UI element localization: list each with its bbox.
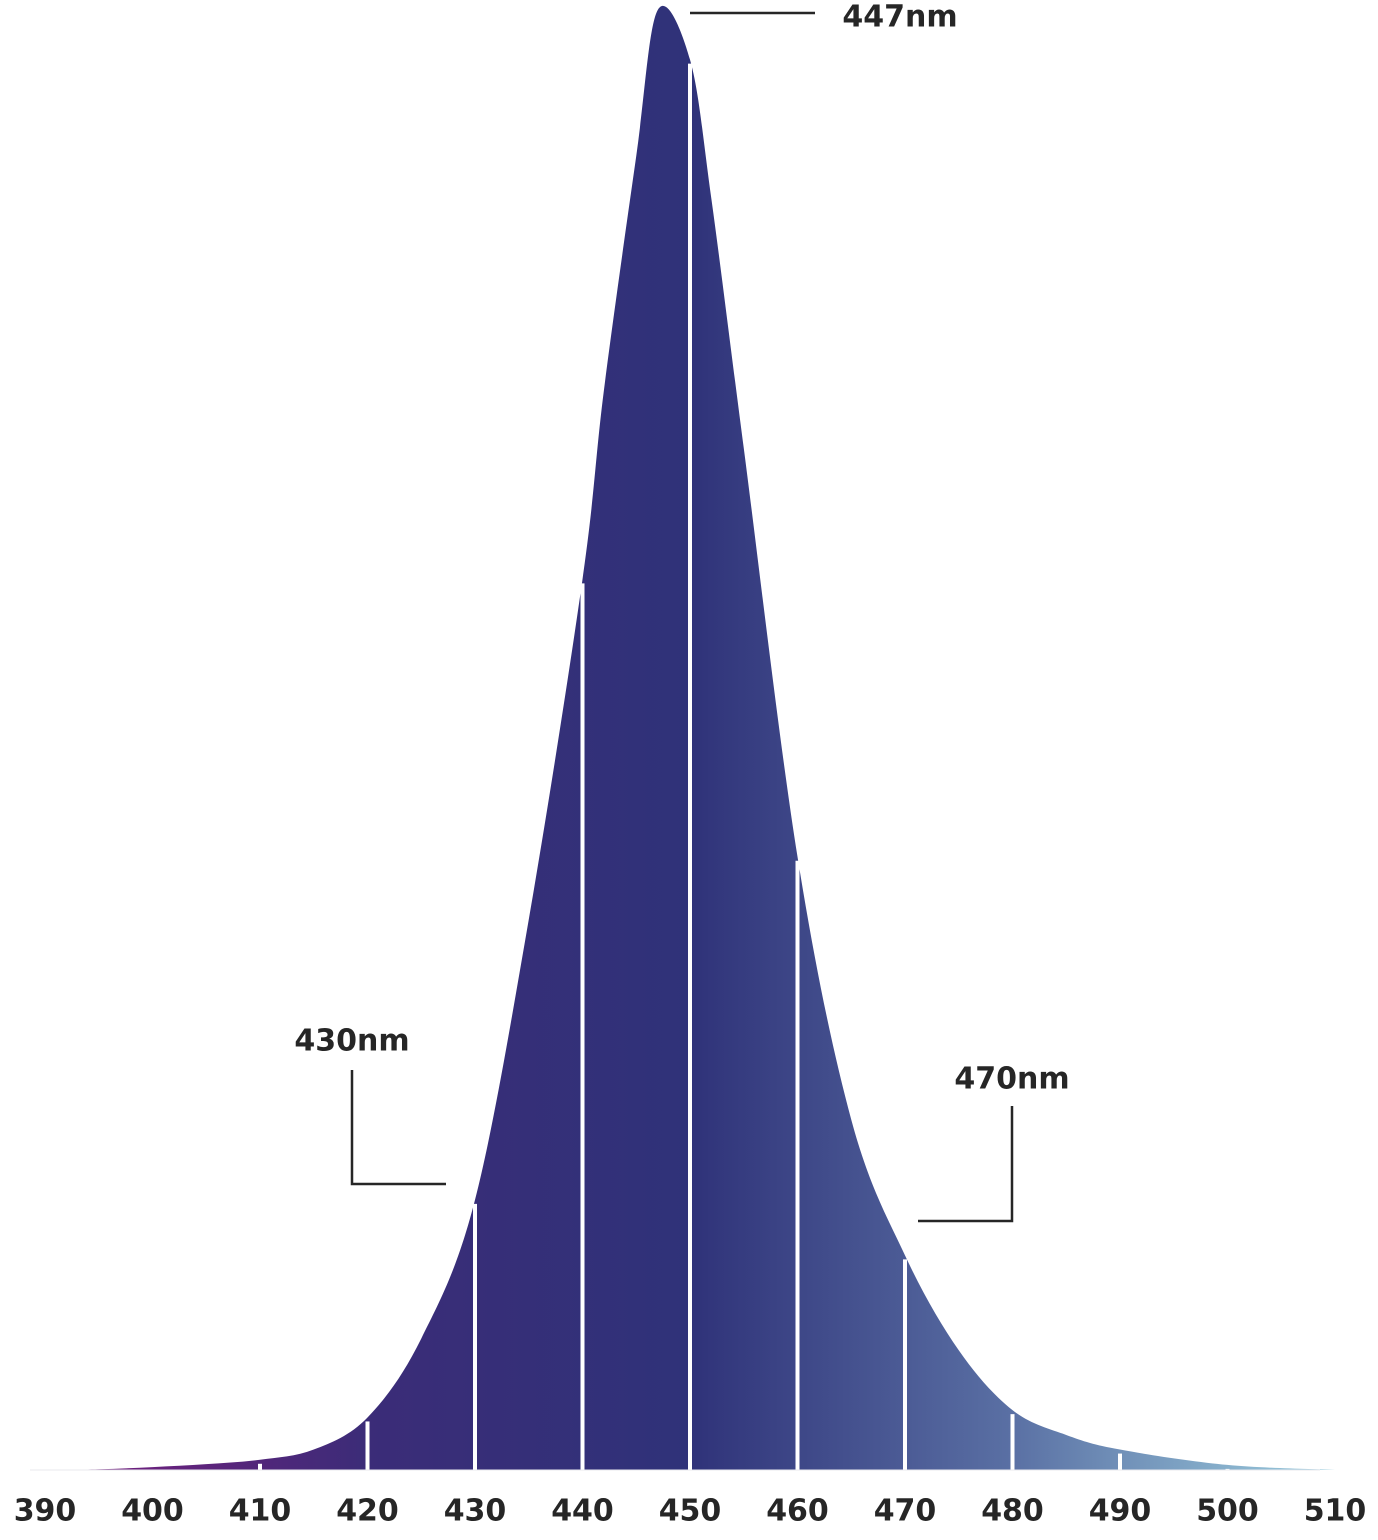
annotation: 430nm: [294, 1024, 409, 1059]
annotation-leader: [918, 1106, 1014, 1223]
x-tick-label: 470: [874, 1494, 937, 1529]
x-tick-label: 480: [981, 1494, 1044, 1529]
x-tick-label: 450: [659, 1494, 722, 1529]
x-tick-label: 410: [229, 1494, 292, 1529]
x-tick-label: 510: [1304, 1494, 1367, 1529]
x-tick-label: 500: [1196, 1494, 1259, 1529]
x-tick-label: 390: [14, 1494, 77, 1529]
annotation-leader: [350, 1070, 446, 1186]
x-tick-label: 460: [766, 1494, 829, 1529]
x-tick-label: 430: [444, 1494, 507, 1529]
annotation: 447nm: [842, 0, 957, 35]
x-tick-label: 490: [1089, 1494, 1152, 1529]
x-tick-label: 420: [336, 1494, 399, 1529]
x-tick-label: 440: [551, 1494, 614, 1529]
x-tick-label: 400: [121, 1494, 184, 1529]
annotation: 470nm: [954, 1062, 1069, 1097]
